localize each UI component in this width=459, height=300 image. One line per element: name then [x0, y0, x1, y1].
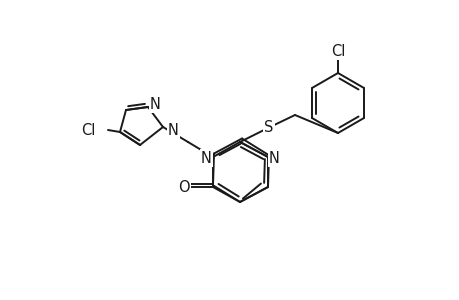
Text: O: O: [178, 179, 190, 194]
Text: N: N: [150, 97, 161, 112]
Text: N: N: [269, 151, 279, 166]
Text: N: N: [168, 122, 179, 137]
Text: S: S: [264, 119, 273, 134]
Text: Cl: Cl: [81, 122, 96, 137]
Text: N: N: [201, 151, 212, 166]
Text: Cl: Cl: [330, 44, 344, 59]
